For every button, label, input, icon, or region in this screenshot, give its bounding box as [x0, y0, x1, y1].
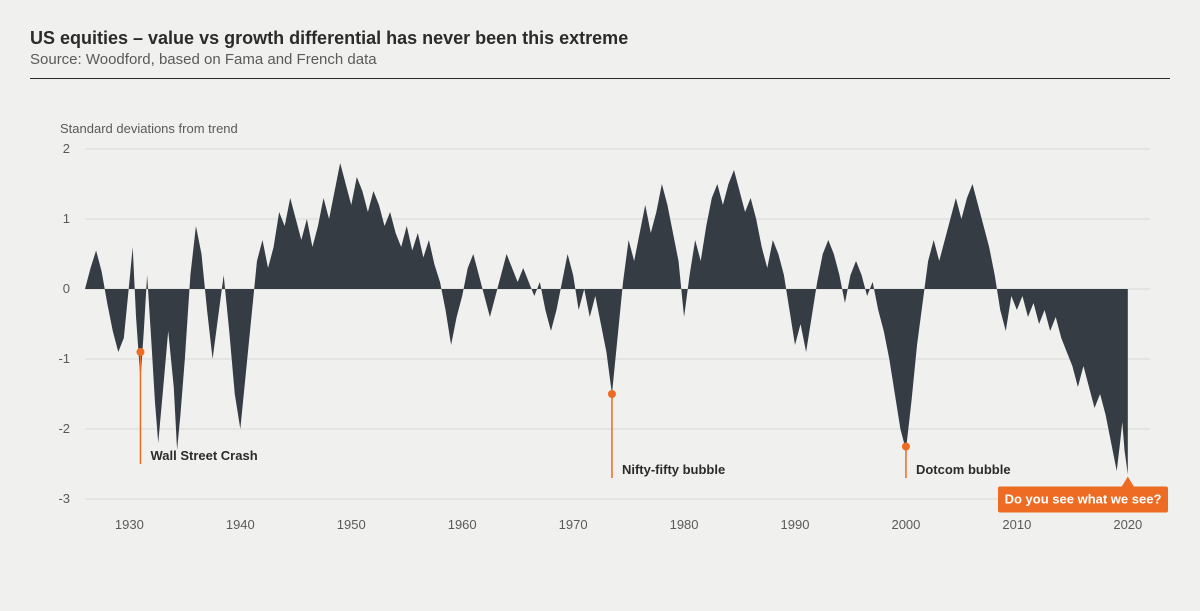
- x-tick-label: 1940: [226, 517, 255, 532]
- x-tick-label: 2010: [1002, 517, 1031, 532]
- y-tick-label: 0: [63, 281, 70, 296]
- x-tick-label: 1970: [559, 517, 588, 532]
- chart-area: Standard deviations from trend -3-2-1012…: [30, 139, 1170, 559]
- event-dot: [902, 443, 910, 451]
- y-tick-label: 2: [63, 141, 70, 156]
- chart-subtitle: Source: Woodford, based on Fama and Fren…: [30, 51, 1170, 68]
- x-tick-label: 1990: [781, 517, 810, 532]
- y-axis-title: Standard deviations from trend: [60, 121, 238, 136]
- x-tick-label: 2000: [891, 517, 920, 532]
- event-label: Dotcom bubble: [916, 462, 1011, 477]
- x-tick-label: 2020: [1113, 517, 1142, 532]
- x-tick-label: 1980: [670, 517, 699, 532]
- chart-title: US equities – value vs growth differenti…: [30, 28, 1170, 49]
- event-dot: [608, 390, 616, 398]
- y-tick-label: -2: [58, 421, 70, 436]
- series-area: [85, 163, 1128, 475]
- y-tick-label: 1: [63, 211, 70, 226]
- chart-svg: -3 -2 -1 0 1 2 1930 1940 1950 1960 1970 1980 1990 200…: [30, 139, 1170, 559]
- y-tick-label: -1: [58, 351, 70, 366]
- x-tick-label: 1960: [448, 517, 477, 532]
- callout-text: Do you see what we see?: [1005, 492, 1162, 507]
- header-rule: [30, 78, 1170, 79]
- event-dot: [136, 348, 144, 356]
- x-tick-label: 1950: [337, 517, 366, 532]
- event-label: Wall Street Crash: [150, 448, 257, 463]
- x-tick-label: 1930: [115, 517, 144, 532]
- y-tick-label: -3: [58, 491, 70, 506]
- callout-pointer-icon: [1122, 477, 1134, 487]
- event-label: Nifty-fifty bubble: [622, 462, 725, 477]
